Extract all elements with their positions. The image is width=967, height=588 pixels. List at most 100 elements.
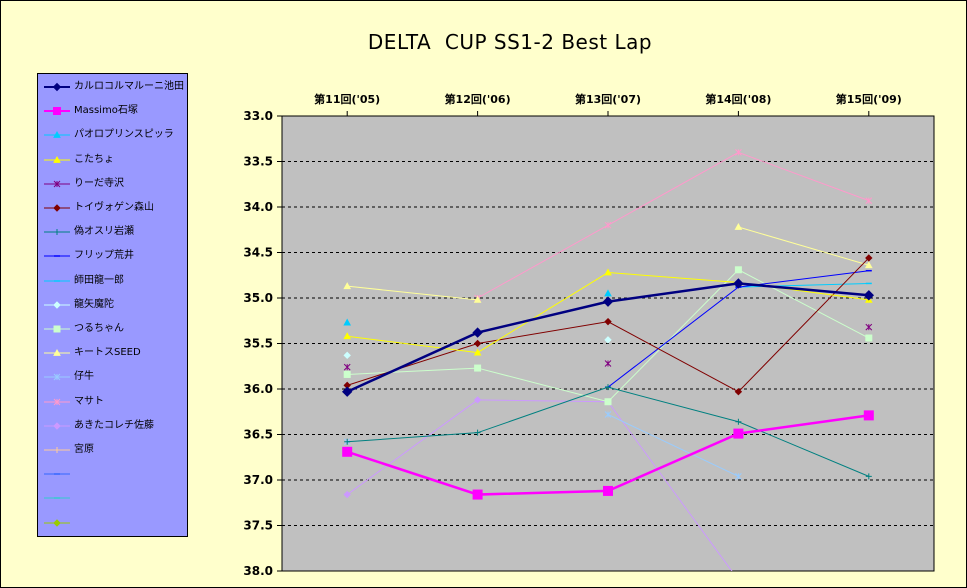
series-point <box>733 278 744 289</box>
legend-label: 宮原 <box>74 444 94 455</box>
series-point <box>604 289 612 297</box>
series-point <box>604 268 612 276</box>
series-point <box>735 418 742 425</box>
series-layer <box>341 149 875 571</box>
legend-item: あきたコレチ佐藤 <box>44 419 189 433</box>
legend-label: フリップ荒井 <box>74 250 134 262</box>
x-category-label: 第14回('08) <box>705 92 771 106</box>
legend-swatch <box>44 155 70 163</box>
series-line <box>347 285 478 301</box>
legend-label: キートスSEED <box>74 347 141 359</box>
legend-swatch <box>44 497 70 500</box>
series-point <box>865 197 873 204</box>
series-point <box>863 290 875 301</box>
series-point <box>473 339 482 348</box>
legend-marker <box>53 155 61 163</box>
legend-marker <box>53 131 61 139</box>
y-tick-label: 37.5 <box>243 519 273 533</box>
legend-marker <box>54 229 60 236</box>
series-point <box>344 438 351 445</box>
y-tick-label: 36.0 <box>243 382 273 396</box>
legend-swatch <box>44 325 70 333</box>
series-point <box>602 296 614 307</box>
legend-label: カルロコルマルーニ池田 <box>74 81 184 92</box>
legend-swatch <box>44 279 70 282</box>
series-point <box>604 336 612 344</box>
legend-label: 偽オスリ岩瀬 <box>74 226 134 238</box>
legend-item: 宮原 <box>44 443 189 457</box>
legend-marker <box>53 422 61 430</box>
y-tick-label: 35.5 <box>243 337 273 351</box>
series-point <box>865 473 872 480</box>
y-tick-label: 35.0 <box>243 291 273 305</box>
legend-swatch <box>44 398 70 405</box>
series-point <box>473 295 482 303</box>
legend-item: パオロプリンスピッラ <box>44 128 189 142</box>
legend-item <box>44 467 189 481</box>
legend-marker <box>53 325 61 333</box>
legend-item: Massimo石塚 <box>44 104 189 118</box>
series-line <box>607 414 739 477</box>
legend-swatch <box>44 131 70 139</box>
legend-item <box>44 491 189 505</box>
series-point <box>865 334 873 342</box>
legend-swatch <box>44 349 70 357</box>
x-category-label: 第15回('09) <box>836 92 902 106</box>
y-tick-label: 33.5 <box>243 155 273 169</box>
series-line <box>477 151 869 299</box>
legend-label: こたちょ <box>74 153 114 165</box>
legend-swatch <box>44 229 70 236</box>
legend-label: 師田龍一郎 <box>74 274 124 286</box>
series-point <box>473 348 482 356</box>
series-point <box>343 332 352 340</box>
series-point <box>343 363 351 371</box>
y-tick-label: 36.5 <box>243 428 273 442</box>
legend-swatch <box>44 301 70 309</box>
legend-swatch <box>44 473 70 475</box>
legend-marker <box>52 82 62 92</box>
legend-swatch <box>44 374 70 381</box>
legend-marker <box>53 107 61 116</box>
y-tick-label: 34.0 <box>243 200 273 214</box>
series-point <box>733 428 744 439</box>
series-point <box>472 489 483 500</box>
legend-swatch <box>44 422 70 430</box>
legend-label: トイヴォゲン森山 <box>74 202 154 213</box>
legend-label: マサト <box>74 395 104 407</box>
legend-item: トイヴォゲン森山 <box>44 201 189 215</box>
series-line <box>346 399 733 571</box>
series-point <box>863 410 874 421</box>
series-point <box>865 254 873 262</box>
series-point <box>734 388 743 396</box>
chart-title: DELTA CUP SS1-2 Best Lap <box>367 30 653 54</box>
legend-item: キートスSEED <box>44 346 189 360</box>
y-tick-label: 37.0 <box>243 473 273 487</box>
legend-item: 偽オスリ岩瀬 <box>44 225 189 239</box>
legend-item: マサト <box>44 395 189 409</box>
y-tick-label: 34.5 <box>243 246 273 260</box>
series-point <box>343 370 351 378</box>
legend-marker <box>53 180 61 188</box>
legend-label: Massimo石塚 <box>74 105 138 117</box>
legend-item: 師田龍一郎 <box>44 274 189 288</box>
series-point <box>473 396 482 404</box>
series-point <box>604 221 612 229</box>
series-point <box>734 222 743 230</box>
y-tick-label: 38.0 <box>243 564 273 578</box>
legend-item: つるちゃん <box>44 322 189 336</box>
legend-item: 仔牛 <box>44 370 189 384</box>
legend-item: カルロコルマルーニ池田 <box>44 80 189 94</box>
series-point <box>864 261 873 269</box>
legend-item: 龍矢魔陀 <box>44 298 189 312</box>
legend-label: あきたコレチ佐藤 <box>74 419 154 431</box>
series-point <box>605 384 611 391</box>
series-point <box>604 360 612 367</box>
series-point <box>865 323 873 331</box>
legend-label: りーだ寺沢 <box>74 177 124 189</box>
series-point <box>604 398 612 406</box>
x-category-label: 第13回('07) <box>575 92 641 106</box>
series-point <box>342 446 353 457</box>
series-point <box>343 282 352 290</box>
x-category-label: 第12回('06) <box>445 92 511 106</box>
series-point <box>604 411 612 418</box>
